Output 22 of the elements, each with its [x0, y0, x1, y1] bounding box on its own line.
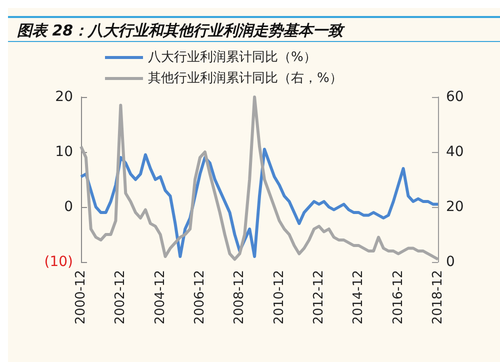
x-tick-label: 2002-12 [113, 270, 128, 324]
y2-tick-label: 0 [446, 254, 455, 270]
legend-label: 八大行业利润累计同比（%） [148, 50, 316, 65]
x-tick-label: 2012-12 [312, 270, 326, 324]
legend-label: 其他行业利润累计同比（右，%） [148, 71, 342, 86]
x-tick-label: 2000-12 [74, 270, 88, 324]
y-tick-label: 10 [55, 144, 73, 160]
x-tick-label: 2006-12 [192, 270, 208, 324]
x-tick-label: 2018-12 [430, 270, 446, 324]
y2-tick-label: 20 [446, 199, 464, 215]
chart-title: 图表 28：八大行业和其他行业利润走势基本一致 [17, 22, 346, 40]
y-tick-label: 20 [55, 89, 73, 105]
y2-tick-label: 40 [446, 144, 464, 160]
y-tick-label: 0 [64, 199, 73, 215]
y2-tick-label: 60 [446, 89, 464, 105]
line-series [80, 96, 440, 261]
x-tick-label: 2010-12 [272, 270, 287, 324]
x-tick-label: 2016-12 [390, 270, 406, 324]
x-tick-label: 2004-12 [152, 270, 168, 324]
x-tick-label: 2014-12 [351, 270, 366, 324]
x-tick-label: 2008-12 [232, 270, 248, 324]
y-tick-label: (10) [44, 254, 73, 270]
